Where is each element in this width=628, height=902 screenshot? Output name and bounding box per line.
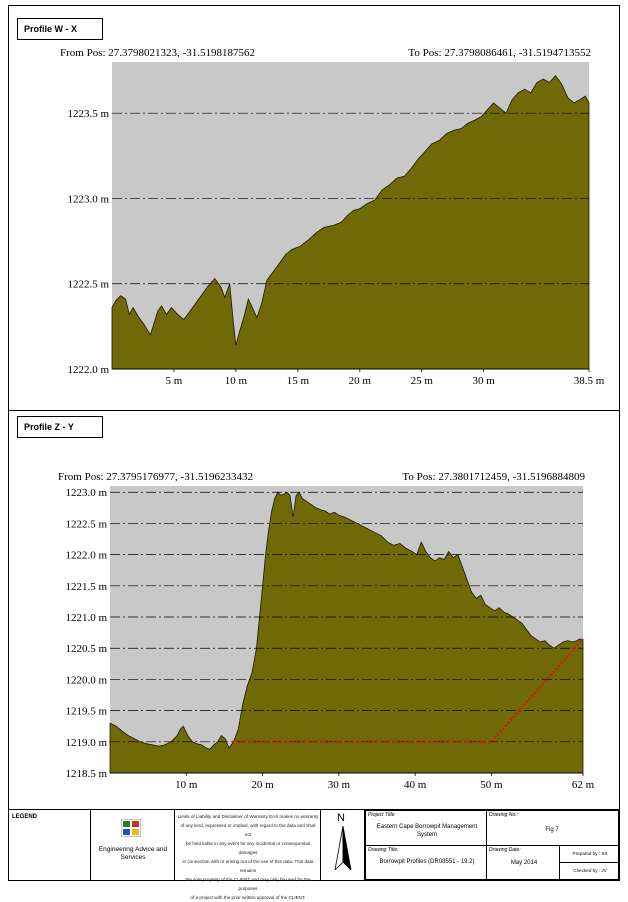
drawing-no-value: Fig 7: [545, 827, 559, 833]
y-tick-label: 1221.0 m: [65, 612, 107, 624]
panel-divider: [9, 410, 619, 411]
north-arrow-icon: [334, 826, 352, 870]
y-tick-label: 1219.0 m: [65, 737, 107, 749]
profile-chart-1: From Pos: 27.3798021323, -31.5198187562 T…: [60, 47, 605, 387]
legend-title: LEGEND: [12, 814, 38, 820]
prepared-by-value: Prepared by : SS: [572, 851, 608, 856]
disclaimer-line: be held liable in any event for any inci…: [185, 841, 311, 855]
prepared-by-box: Prepared by : SS: [559, 845, 619, 863]
terrain-area: [109, 491, 584, 774]
disclaimer-line: of any kind, expressed or implied, with …: [180, 823, 316, 837]
disclaimer-line: of a project with the prior written appr…: [190, 895, 306, 900]
drawing-sheet: Profile W - X From Pos: 27.3798021323, -…: [8, 5, 620, 900]
legend-title-cell: LEGEND: [9, 810, 91, 880]
north-label: N: [337, 812, 345, 824]
title-block: Project Title: Eastern Cape Borrowpit Ma…: [365, 810, 619, 880]
drawing-no-box: Drawing No.: Fig 7: [486, 810, 619, 846]
x-tick-label: 62 m: [572, 779, 595, 791]
project-title-value: Eastern Cape Borrowpit Management System: [376, 824, 478, 838]
x-tick-label: 15 m: [287, 375, 310, 387]
panel-title-1: Profile W - X: [17, 18, 103, 40]
y-tick-label: 1218.5 m: [65, 768, 107, 780]
x-tick-label: 5 m: [166, 375, 183, 387]
x-tick-label: 10 m: [175, 779, 198, 791]
north-arrow-cell: N: [321, 810, 365, 880]
company-logo-icon: [121, 819, 141, 837]
x-tick-label: 30 m: [473, 375, 496, 387]
checked-by-box: Checked by : JV: [559, 862, 619, 880]
x-tick-label: 50 m: [480, 779, 503, 791]
drawing-title-label: Drawing Title:: [368, 847, 399, 853]
disclaimer-text: Limits of Liability and Disclaimer of Wa…: [177, 812, 319, 902]
drawing-date-box: Drawing Date: May 2014: [486, 845, 560, 880]
company-name: Engineering Advice and Services: [98, 846, 168, 861]
to-position: To Pos: 27.3798086461, -31.5194713552: [408, 47, 591, 59]
drawing-no-label: Drawing No.:: [489, 812, 518, 818]
y-tick-label: 1222.5 m: [65, 518, 107, 530]
y-tick-label: 1223.0 m: [67, 193, 109, 205]
y-tick-label: 1221.5 m: [65, 581, 107, 593]
x-tick-label: 10 m: [225, 375, 248, 387]
drawing-date-label: Drawing Date:: [489, 847, 521, 853]
project-title-label: Project Title:: [368, 812, 396, 818]
x-tick-label: 38.5 m: [574, 375, 605, 387]
y-tick-label: 1219.5 m: [65, 706, 107, 718]
y-tick-label: 1220.5 m: [65, 643, 107, 655]
y-tick-label: 1222.0 m: [65, 550, 107, 562]
panel-title-2: Profile Z - Y: [17, 416, 103, 438]
y-tick-label: 1223.5 m: [67, 108, 109, 120]
profile-chart-2: From Pos: 27.3795176977, -31.5196233432 T…: [58, 471, 595, 791]
drawing-date-value: May 2014: [510, 860, 538, 866]
to-position: To Pos: 27.3801712459, -31.5196884809: [402, 471, 585, 483]
drawing-title-box: Drawing Title: Borrowpit Profiles (DR085…: [365, 845, 487, 880]
drawing-title-value: Borrowpit Profiles (DR08551 - 19.2): [379, 859, 475, 865]
y-tick-label: 1223.0 m: [65, 487, 107, 499]
y-tick-label: 1220.0 m: [65, 674, 107, 686]
legend-block: LEGEND Engineering Advice and Services L…: [9, 809, 619, 900]
x-tick-label: 20 m: [349, 375, 372, 387]
y-tick-label: 1222.5 m: [67, 279, 109, 291]
disclaimer-line: the sole property of the CLIENT and may …: [185, 877, 311, 891]
disclaimer-cell: Limits of Liability and Disclaimer of Wa…: [175, 810, 321, 900]
terrain-area: [111, 74, 590, 370]
disclaimer-line: in connection with or arising out of the…: [182, 859, 314, 873]
x-tick-label: 40 m: [404, 779, 427, 791]
x-tick-label: 30 m: [328, 779, 351, 791]
y-tick-label: 1222.0 m: [67, 364, 109, 376]
x-tick-label: 20 m: [251, 779, 274, 791]
checked-by-value: Checked by : JV: [573, 868, 607, 873]
disclaimer-line: Limits of Liability and Disclaimer of Wa…: [177, 814, 319, 819]
company-cell: Engineering Advice and Services: [91, 810, 175, 880]
x-tick-label: 25 m: [411, 375, 434, 387]
from-position: From Pos: 27.3798021323, -31.5198187562: [60, 47, 255, 59]
project-title-box: Project Title: Eastern Cape Borrowpit Ma…: [365, 810, 487, 846]
from-position: From Pos: 27.3795176977, -31.5196233432: [58, 471, 253, 483]
